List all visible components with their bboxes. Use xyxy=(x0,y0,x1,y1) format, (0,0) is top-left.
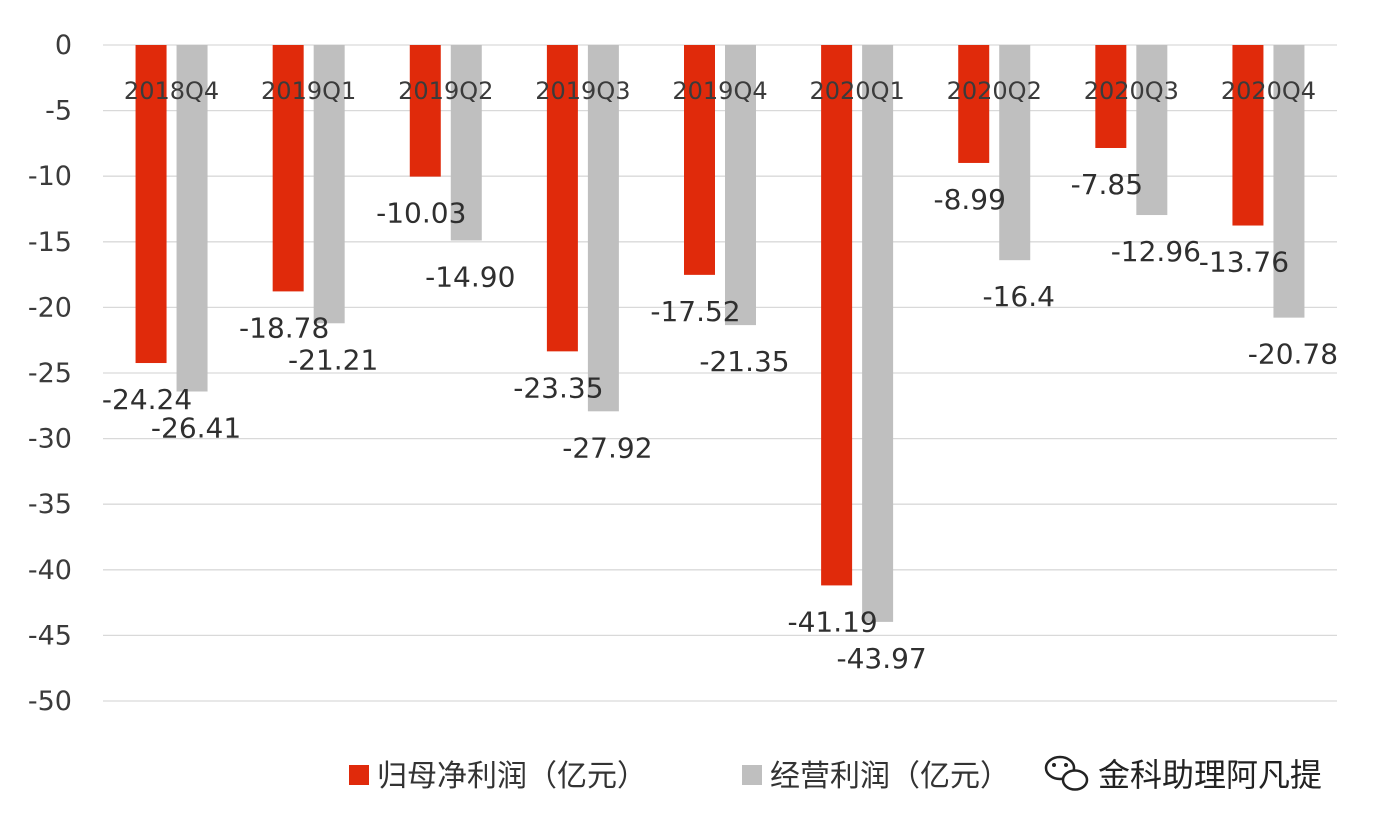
category-label: 2020Q3 xyxy=(1084,77,1179,105)
y-tick-label: -15 xyxy=(28,227,72,258)
category-label: 2020Q4 xyxy=(1221,77,1316,105)
bar xyxy=(1273,45,1305,318)
data-label: -23.35 xyxy=(513,371,603,404)
data-label: -41.19 xyxy=(787,605,877,638)
bar xyxy=(862,45,894,622)
bar xyxy=(313,45,345,324)
data-label: -16.4 xyxy=(982,280,1054,313)
data-label: -13.76 xyxy=(1199,246,1289,279)
y-tick-label: -25 xyxy=(28,358,72,389)
bar xyxy=(1095,45,1127,148)
legend-label-operating-profit: 经营利润（亿元） xyxy=(770,759,1010,794)
bar xyxy=(999,45,1031,261)
y-axis-ticks: 0 -5 -10 -15 -20 -25 -30 -35 -40 -45 -50 xyxy=(28,30,72,717)
y-tick-label: 0 xyxy=(55,30,72,61)
bars xyxy=(135,45,1305,622)
data-label: -18.78 xyxy=(239,311,329,344)
bar xyxy=(725,45,756,326)
bar xyxy=(587,45,619,412)
category-label: 2019Q3 xyxy=(535,77,630,105)
category-label: 2020Q1 xyxy=(809,77,904,105)
y-tick-label: -35 xyxy=(28,489,72,520)
watermark: 金科助理阿凡提 xyxy=(1044,755,1322,794)
y-tick-label: -5 xyxy=(45,96,72,127)
data-label: -20.78 xyxy=(1248,338,1338,371)
bar xyxy=(1232,45,1264,226)
watermark-text: 金科助理阿凡提 xyxy=(1098,756,1322,794)
data-label: -24.24 xyxy=(102,383,192,416)
bar xyxy=(1136,45,1168,216)
category-label: 2019Q4 xyxy=(672,77,767,105)
data-label: -21.35 xyxy=(699,345,789,378)
y-tick-label: -10 xyxy=(28,161,72,192)
data-label: -26.41 xyxy=(151,411,241,444)
y-tick-label: -40 xyxy=(28,555,72,586)
legend: 归母净利润（亿元） 经营利润（亿元） xyxy=(349,759,1010,794)
data-label: -43.97 xyxy=(836,642,926,675)
bar xyxy=(135,45,167,364)
bar xyxy=(684,45,715,275)
data-label: -10.03 xyxy=(376,197,466,230)
legend-label-net-profit: 归母净利润（亿元） xyxy=(377,759,647,794)
legend-swatch-net-profit xyxy=(349,765,369,785)
y-tick-label: -30 xyxy=(28,424,72,455)
category-label: 2020Q2 xyxy=(947,77,1042,105)
y-tick-label: -45 xyxy=(28,620,72,651)
data-label: -14.90 xyxy=(425,260,515,293)
legend-swatch-operating-profit xyxy=(742,765,762,785)
bar xyxy=(409,45,441,177)
data-label: -8.99 xyxy=(933,183,1005,216)
category-labels: 2018Q4 2019Q1 2019Q2 2019Q3 2019Q4 2020Q1 2020… xyxy=(124,77,1316,105)
category-label: 2019Q1 xyxy=(261,77,356,105)
gridlines xyxy=(103,44,1337,702)
data-label: -27.92 xyxy=(562,431,652,464)
wechat-icon xyxy=(1044,755,1089,791)
data-label: -21.21 xyxy=(288,343,378,376)
bar xyxy=(176,45,208,392)
bar xyxy=(272,45,304,292)
category-label: 2019Q2 xyxy=(398,77,493,105)
bar xyxy=(821,45,853,586)
y-tick-label: -50 xyxy=(28,686,72,717)
data-labels: -24.24 -18.78 -10.03 -23.35 -17.52 -41.19 -8.9… xyxy=(102,168,1338,675)
y-tick-label: -20 xyxy=(28,292,72,323)
data-label: -7.85 xyxy=(1071,168,1143,201)
bar xyxy=(450,45,482,241)
bar xyxy=(546,45,578,352)
bar xyxy=(958,45,990,163)
data-label: -17.52 xyxy=(650,295,740,328)
category-label: 2018Q4 xyxy=(124,77,219,105)
data-label: -12.96 xyxy=(1111,235,1201,268)
